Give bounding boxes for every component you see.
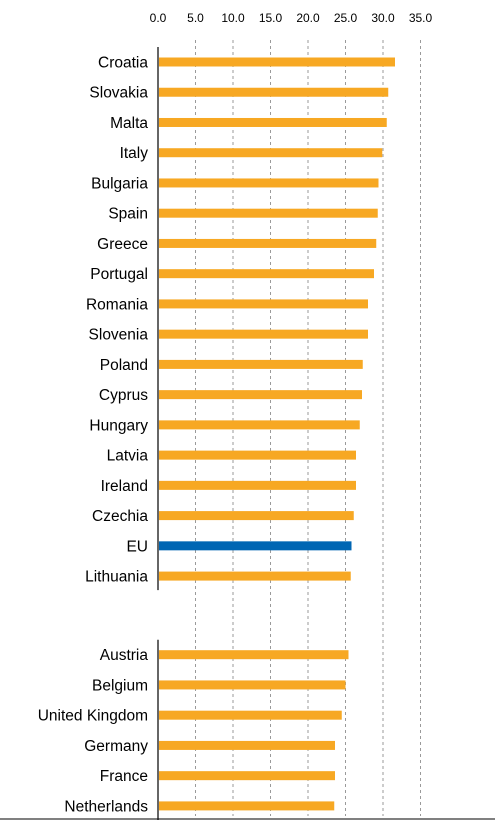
x-tick-label-25-0: 25.0 — [334, 11, 358, 25]
category-label-france: France — [100, 768, 148, 785]
x-tick-label-0-0: 0.0 — [150, 11, 167, 25]
x-tick-label-10-0: 10.0 — [221, 11, 245, 25]
bar-bulgaria — [159, 178, 379, 188]
bar-spain — [159, 208, 378, 218]
bar-ireland — [159, 480, 356, 490]
category-label-croatia: Croatia — [98, 55, 148, 72]
x-axis-ticks: 0.0 5.0 10.0 15.0 20.0 25.0 30.0 35.0 — [150, 11, 433, 25]
bar-slovakia — [159, 87, 389, 97]
bar-hungary — [159, 420, 360, 430]
bar-malta — [159, 117, 387, 127]
x-tick-label-30-0: 30.0 — [371, 11, 395, 25]
x-tick-label-20-0: 20.0 — [296, 11, 320, 25]
bar-croatia — [159, 57, 395, 67]
category-label-romania: Romania — [86, 296, 148, 313]
bar-italy — [159, 148, 383, 158]
bar-cyprus — [159, 390, 362, 400]
bar-eu — [159, 541, 352, 551]
bar-united-kingdom — [159, 710, 342, 720]
bar-romania — [159, 299, 368, 309]
category-label-eu: EU — [126, 538, 148, 555]
category-label-czechia: Czechia — [92, 508, 148, 525]
category-label-italy: Italy — [120, 145, 149, 162]
category-label-greece: Greece — [97, 236, 148, 253]
bar-lithuania — [159, 571, 351, 581]
y-axis-lines — [0, 47, 495, 820]
x-tick-label-15-0: 15.0 — [259, 11, 283, 25]
bar-poland — [159, 359, 363, 369]
category-label-netherlands: Netherlands — [64, 798, 148, 815]
category-label-bulgaria: Bulgaria — [91, 175, 148, 192]
x-tick-label-35-0: 35.0 — [409, 11, 433, 25]
bar-germany — [159, 740, 335, 750]
category-label-slovenia: Slovenia — [89, 327, 149, 344]
bar-greece — [159, 238, 377, 248]
category-label-austria: Austria — [100, 647, 149, 664]
category-label-ireland: Ireland — [101, 478, 148, 495]
bar-belgium — [159, 680, 346, 690]
bar-austria — [159, 650, 349, 660]
bar-netherlands — [159, 801, 335, 811]
bar-portugal — [159, 269, 374, 279]
bar-france — [159, 771, 335, 781]
category-label-spain: Spain — [108, 206, 148, 223]
category-label-portugal: Portugal — [90, 266, 148, 283]
category-label-slovakia: Slovakia — [89, 85, 148, 102]
category-label-united-kingdom: United Kingdom — [38, 708, 148, 725]
bar-czechia — [159, 511, 354, 521]
category-label-germany: Germany — [84, 738, 148, 755]
category-label-poland: Poland — [100, 357, 148, 374]
category-label-malta: Malta — [110, 115, 148, 132]
category-label-latvia: Latvia — [107, 448, 149, 465]
category-label-hungary: Hungary — [89, 417, 148, 434]
category-label-lithuania: Lithuania — [85, 569, 148, 586]
category-labels: Croatia Slovakia Malta Italy Bulgaria Spain Gr… — [38, 55, 149, 816]
bars — [159, 57, 395, 811]
category-label-belgium: Belgium — [92, 677, 148, 694]
bar-latvia — [159, 450, 356, 460]
bar-slovenia — [159, 329, 368, 339]
category-label-cyprus: Cyprus — [99, 387, 148, 404]
x-tick-label-5-0: 5.0 — [187, 11, 204, 25]
